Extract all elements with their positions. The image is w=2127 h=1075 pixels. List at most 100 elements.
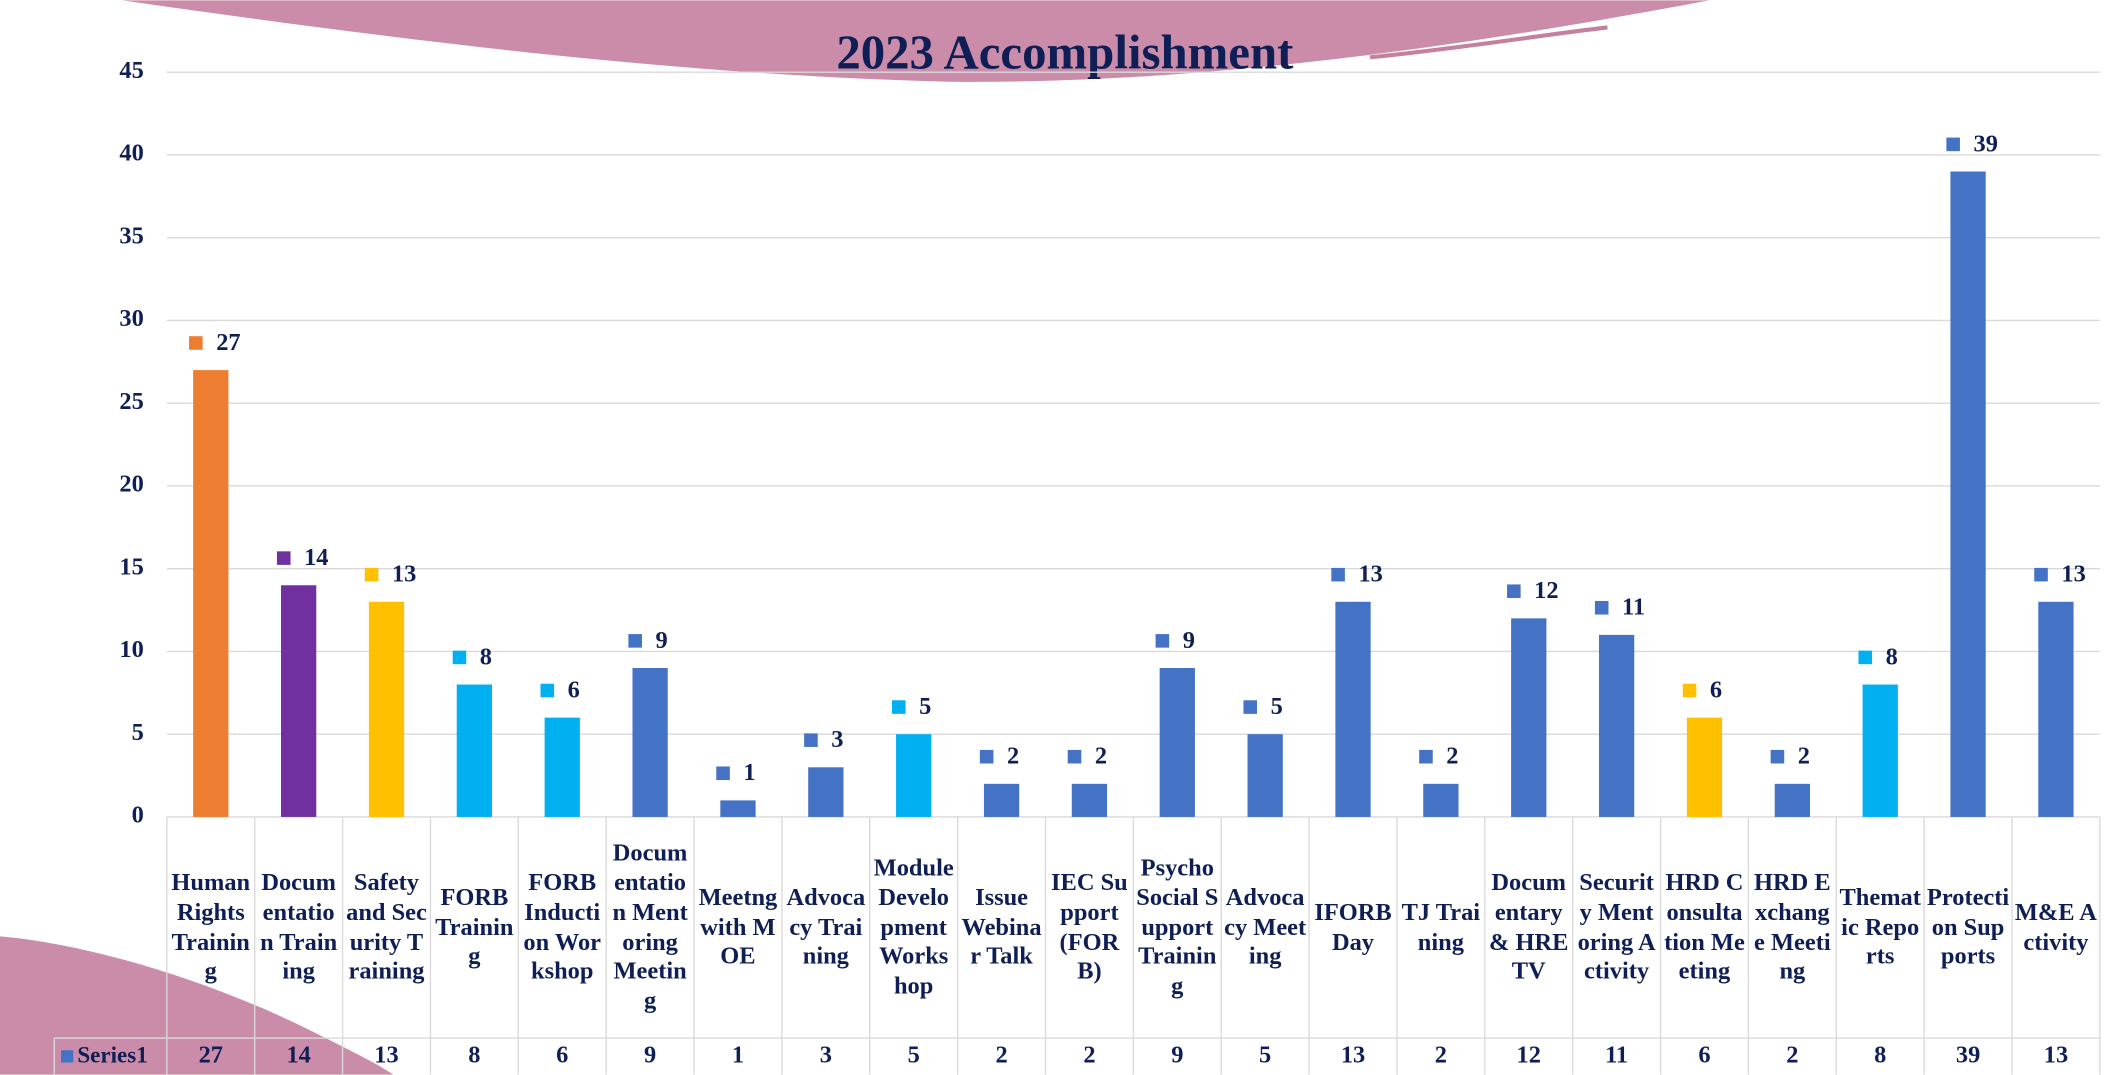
table-value: 3 xyxy=(820,1042,832,1069)
chart-title: 2023 Accomplishment xyxy=(836,25,1294,80)
bar xyxy=(281,585,316,817)
data-label-key xyxy=(277,551,291,565)
data-label: 11 xyxy=(1622,594,1645,621)
data-label-key xyxy=(1331,568,1345,582)
y-tick-label: 0 xyxy=(132,802,144,829)
data-label: 8 xyxy=(480,643,492,670)
data-label-key xyxy=(1068,750,1082,764)
bar xyxy=(984,784,1019,817)
data-label: 14 xyxy=(304,544,328,571)
bar xyxy=(1335,602,1370,817)
x-tick-label: Documentary & HRE TV xyxy=(1485,820,1573,1036)
x-tick-label: HRD Consultation Meeting xyxy=(1661,820,1749,1036)
x-tick-cell: Issue Webinar Talk xyxy=(958,820,1046,1036)
data-label-key xyxy=(1595,601,1609,615)
x-tick-cell: Module Development Workshop xyxy=(870,820,958,1036)
table-value: 6 xyxy=(556,1042,568,1069)
y-tick-label: 30 xyxy=(119,305,143,332)
bar xyxy=(1599,635,1634,817)
table-value: 8 xyxy=(468,1042,480,1069)
table-value: 39 xyxy=(1956,1042,1980,1069)
table-value: 14 xyxy=(286,1042,310,1069)
x-tick-label: FORB Training xyxy=(430,820,518,1036)
x-tick-cell: Human Rights Training xyxy=(167,820,255,1036)
table-value: 12 xyxy=(1517,1042,1541,1069)
bar xyxy=(193,370,228,817)
bar xyxy=(808,767,843,817)
legend-label: Series1 xyxy=(77,1041,147,1067)
data-label-key xyxy=(892,700,906,714)
x-tick-label: FORB Induction Workshop xyxy=(518,820,606,1036)
x-tick-label: Meetng with MOE xyxy=(694,820,782,1036)
x-tick-cell: Safety and Security Training xyxy=(343,820,431,1036)
data-label-key xyxy=(541,684,555,698)
x-tick-cell: Security Mentoring Activity xyxy=(1573,820,1661,1036)
page: {"chart_data": {"type": "bar", "title": … xyxy=(0,0,2127,1075)
data-label-key xyxy=(1419,750,1433,764)
table-value: 13 xyxy=(1341,1042,1365,1069)
data-label-key xyxy=(1859,651,1873,665)
table-value: 5 xyxy=(908,1042,920,1069)
data-label-key xyxy=(628,634,642,648)
table-value: 6 xyxy=(1698,1042,1710,1069)
y-tick-label: 15 xyxy=(119,553,143,580)
x-tick-label: Human Rights Training xyxy=(167,820,255,1036)
x-tick-label: IFORB Day xyxy=(1309,820,1397,1036)
x-tick-cell: Documentation Training xyxy=(255,820,343,1036)
data-label-key xyxy=(1946,138,1960,152)
chart: 2023 Accomplishment 051015202530354045Se… xyxy=(0,0,2127,1075)
data-label: 6 xyxy=(568,676,580,703)
data-label: 13 xyxy=(392,561,416,588)
data-label: 9 xyxy=(1183,627,1195,654)
y-tick-label: 45 xyxy=(119,57,143,84)
data-label: 39 xyxy=(1973,130,1997,157)
data-label-key xyxy=(189,336,203,350)
legend-key xyxy=(61,1050,73,1062)
bar xyxy=(457,685,492,817)
bar xyxy=(896,734,931,817)
x-tick-label: Thematic Reports xyxy=(1836,820,1924,1036)
bar xyxy=(1511,618,1546,817)
x-tick-label: Module Development Workshop xyxy=(870,820,958,1036)
table-value: 9 xyxy=(1171,1042,1183,1069)
y-tick-label: 20 xyxy=(119,471,143,498)
y-tick-label: 35 xyxy=(119,222,143,249)
bar xyxy=(632,668,667,817)
bar xyxy=(1160,668,1195,817)
data-label: 6 xyxy=(1710,676,1722,703)
x-tick-cell: Documentary & HRE TV xyxy=(1485,820,1573,1036)
data-label: 5 xyxy=(919,693,931,720)
x-tick-label: M&E Activity xyxy=(2012,820,2100,1036)
data-label: 12 xyxy=(1534,577,1558,604)
data-label-key xyxy=(1156,634,1170,648)
x-tick-cell: Documentation Mentoring Meeting xyxy=(606,820,694,1036)
x-tick-label: Security Mentoring Activity xyxy=(1573,820,1661,1036)
y-tick-label: 5 xyxy=(132,719,144,746)
data-label-key xyxy=(1507,584,1521,598)
table-value: 2 xyxy=(995,1042,1007,1069)
table-value: 1 xyxy=(732,1042,744,1069)
table-value: 2 xyxy=(1786,1042,1798,1069)
x-tick-label: Protection Supports xyxy=(1924,820,2012,1036)
bar xyxy=(1423,784,1458,817)
x-tick-label: Issue Webinar Talk xyxy=(958,820,1046,1036)
bar xyxy=(545,718,580,817)
data-label: 9 xyxy=(656,627,668,654)
table-value: 2 xyxy=(1083,1042,1095,1069)
bar xyxy=(1072,784,1107,817)
data-label: 13 xyxy=(2061,561,2085,588)
data-label: 1 xyxy=(743,759,755,786)
bar xyxy=(1687,718,1722,817)
x-tick-cell: Advocacy Training xyxy=(782,820,870,1036)
x-tick-label: Advocacy Training xyxy=(782,820,870,1036)
table-value: 8 xyxy=(1874,1042,1886,1069)
x-tick-cell: Thematic Reports xyxy=(1836,820,1924,1036)
data-label-key xyxy=(1243,700,1257,714)
x-tick-cell: Meetng with MOE xyxy=(694,820,782,1036)
y-tick-label: 40 xyxy=(119,140,143,167)
data-label-key xyxy=(716,766,730,780)
bar xyxy=(1863,685,1898,817)
data-label: 13 xyxy=(1358,561,1382,588)
bar xyxy=(1248,734,1283,817)
data-label: 2 xyxy=(1095,743,1107,770)
